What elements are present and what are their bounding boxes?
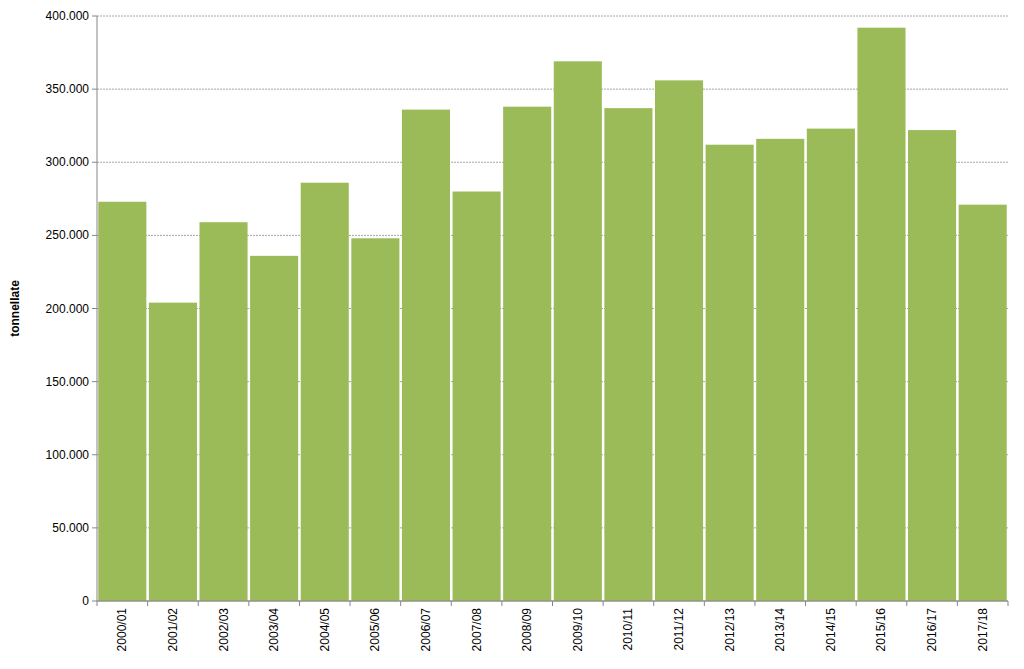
bar bbox=[604, 108, 652, 601]
x-tick-label: 2015/16 bbox=[874, 608, 888, 652]
x-tick-label: 2013/14 bbox=[773, 608, 787, 652]
bar bbox=[807, 129, 855, 601]
x-tick-label: 2005/06 bbox=[368, 608, 382, 652]
x-tick-label: 2000/01 bbox=[115, 608, 129, 652]
x-tick-label: 2011/12 bbox=[672, 608, 686, 651]
bar bbox=[908, 130, 956, 601]
bar bbox=[250, 256, 298, 601]
bar bbox=[503, 107, 551, 601]
tick-mark bbox=[92, 235, 97, 236]
bar bbox=[301, 183, 349, 601]
y-tick-label: 150.000 bbox=[46, 375, 90, 389]
x-tick-mark bbox=[400, 601, 401, 606]
y-tick-label: 350.000 bbox=[46, 82, 90, 96]
bar bbox=[706, 145, 754, 601]
x-tick-mark bbox=[299, 601, 300, 606]
x-tick-label: 2017/18 bbox=[976, 608, 990, 652]
y-tick-label: 0 bbox=[82, 594, 89, 608]
tick-mark bbox=[92, 89, 97, 90]
x-tick-mark bbox=[198, 601, 199, 606]
tick-mark bbox=[92, 162, 97, 163]
y-tick-label: 400.000 bbox=[46, 9, 90, 23]
tick-mark bbox=[92, 308, 97, 309]
bar bbox=[98, 202, 146, 601]
tick-mark bbox=[92, 527, 97, 528]
x-tick-mark bbox=[754, 601, 755, 606]
x-tick-mark bbox=[653, 601, 654, 606]
bar bbox=[351, 238, 399, 601]
x-tick-label: 2001/02 bbox=[166, 608, 180, 652]
x-tick-label: 2010/11 bbox=[621, 608, 635, 651]
x-tick-mark bbox=[603, 601, 604, 606]
bar bbox=[857, 28, 905, 601]
chart: 0 50.000 100.000 150.000 200.000 250.000 300.0… bbox=[0, 0, 1024, 669]
x-tick-mark bbox=[1008, 601, 1009, 606]
x-tick-label: 2009/10 bbox=[571, 608, 585, 652]
y-tick-label: 50.000 bbox=[52, 521, 89, 535]
bar bbox=[453, 192, 501, 602]
bar bbox=[199, 222, 247, 601]
y-axis bbox=[97, 16, 98, 601]
x-tick-label: 2012/13 bbox=[723, 608, 737, 652]
x-tick-mark bbox=[248, 601, 249, 606]
tick-mark bbox=[92, 16, 97, 17]
tick-mark bbox=[92, 381, 97, 382]
x-tick-mark bbox=[805, 601, 806, 606]
bar bbox=[655, 80, 703, 601]
tick-mark bbox=[92, 454, 97, 455]
x-tick-label: 2014/15 bbox=[824, 608, 838, 652]
bars bbox=[98, 28, 1006, 601]
x-tick-label: 2006/07 bbox=[419, 608, 433, 652]
x-tick-mark bbox=[856, 601, 857, 606]
bar bbox=[402, 110, 450, 601]
y-tick-label: 250.000 bbox=[46, 228, 90, 242]
x-tick-label: 2002/03 bbox=[217, 608, 231, 652]
x-tick-label: 2004/05 bbox=[318, 608, 332, 652]
x-tick-mark bbox=[147, 601, 148, 606]
x-tick-label: 2008/09 bbox=[520, 608, 534, 652]
x-tick-label: 2007/08 bbox=[470, 608, 484, 652]
y-tick-label: 200.000 bbox=[46, 302, 90, 316]
bar bbox=[554, 61, 602, 601]
bar bbox=[149, 303, 197, 601]
x-tick-mark bbox=[552, 601, 553, 606]
x-tick-mark bbox=[906, 601, 907, 606]
x-tick-mark bbox=[501, 601, 502, 606]
bar bbox=[959, 205, 1007, 601]
tick-mark bbox=[92, 601, 97, 602]
y-tick-label: 100.000 bbox=[46, 448, 90, 462]
y-axis-title: tonnellate bbox=[8, 280, 22, 337]
x-tick-mark bbox=[97, 601, 98, 606]
x-tick-mark bbox=[704, 601, 705, 606]
x-tick-label: 2016/17 bbox=[925, 608, 939, 652]
x-tick-mark bbox=[957, 601, 958, 606]
grid-line bbox=[97, 16, 1008, 17]
bar bbox=[756, 139, 804, 601]
x-tick-label: 2003/04 bbox=[267, 608, 281, 652]
x-tick-mark bbox=[451, 601, 452, 606]
y-tick-label: 300.000 bbox=[46, 155, 90, 169]
x-tick-mark bbox=[350, 601, 351, 606]
